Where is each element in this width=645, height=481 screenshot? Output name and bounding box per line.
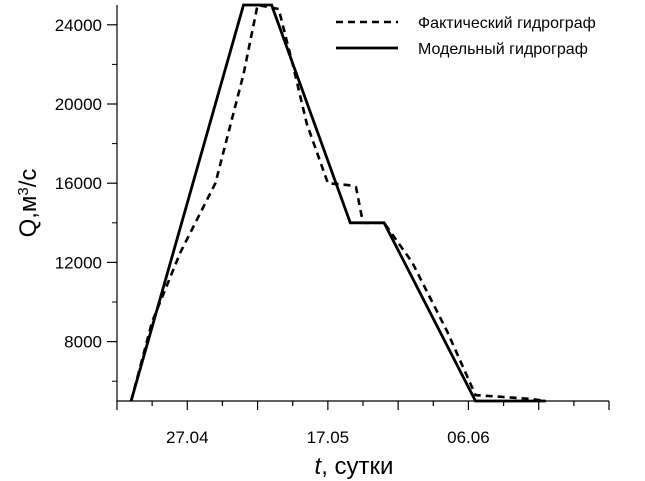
- y-ticks: 8000 12000 16000 20000 24000: [55, 16, 117, 382]
- series-layer: [129, 3, 546, 403]
- legend-label: Фактический гидрограф: [418, 15, 596, 32]
- x-axis-title: t, сутки: [315, 453, 394, 480]
- x-tick-label: 06.06: [447, 428, 490, 447]
- y-tick-label: 16000: [55, 174, 102, 193]
- y-tick-label: 24000: [55, 16, 102, 35]
- legend: Фактический гидрограф Модельный гидрограф: [336, 15, 596, 58]
- y-axis: 8000 12000 16000 20000 24000: [55, 5, 118, 402]
- y-tick-label: 20000: [55, 95, 102, 114]
- legend-label: Модельный гидрограф: [418, 41, 588, 58]
- y-axis-title: Q,м3/с: [15, 169, 43, 238]
- y-tick-label: 8000: [64, 333, 102, 352]
- series-line-model: [129, 3, 546, 403]
- x-ticks: 27.04 17.05 06.06: [116, 401, 610, 447]
- x-tick-label: 27.04: [166, 428, 209, 447]
- x-axis: 27.04 17.05 06.06: [116, 400, 610, 447]
- x-tick-label: 17.05: [307, 428, 350, 447]
- x-axis-title-var: t: [315, 453, 323, 480]
- y-axis-title-sup: 3: [15, 187, 32, 195]
- y-tick-label: 12000: [55, 253, 102, 272]
- series-line-actual: [129, 3, 546, 403]
